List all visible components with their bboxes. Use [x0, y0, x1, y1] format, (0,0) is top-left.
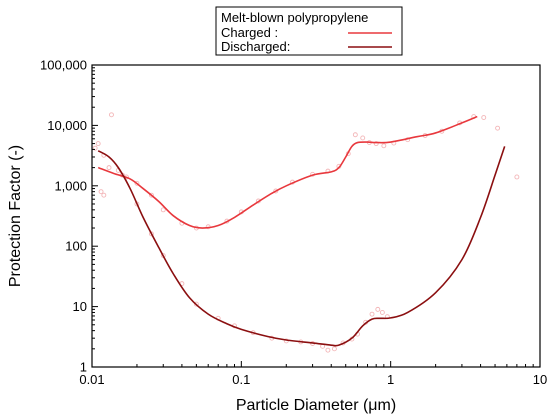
charged-scatter-point	[92, 145, 98, 151]
charged-scatter-point	[106, 165, 112, 171]
charged-scatter-point	[481, 115, 487, 120]
x-tick-label: 10	[533, 372, 547, 387]
discharged-series-line	[97, 146, 506, 347]
charged-scatter-point	[98, 189, 104, 195]
discharged-scatter-point	[379, 310, 385, 315]
charged-scatter-point	[95, 141, 101, 147]
discharged-scatter-point	[369, 311, 375, 317]
discharged-scatter-point	[148, 231, 154, 237]
charged-scatter-point	[134, 180, 140, 186]
discharged-scatter-point	[375, 306, 381, 312]
charged-scatter-point	[160, 207, 166, 213]
line-layer	[97, 115, 506, 347]
charged-scatter-point	[381, 143, 387, 149]
x-axis-title: Particle Diameter (μm)	[236, 397, 396, 414]
charged-scatter-point	[148, 192, 154, 198]
x-tick-label: 1	[387, 372, 394, 387]
charged-scatter-point	[101, 192, 107, 198]
y-tick-label: 100	[65, 239, 87, 254]
charged-series-line	[97, 115, 478, 229]
charged-scatter-point	[109, 112, 114, 118]
discharged-scatter-point	[325, 347, 331, 353]
charged-scatter-point	[352, 132, 358, 138]
y-tick-label: 10,000	[47, 118, 87, 133]
discharged-scatter-point	[193, 301, 199, 307]
discharged-scatter-point	[331, 346, 337, 352]
charged-scatter-point	[514, 174, 520, 180]
charged-scatter-point	[373, 141, 379, 147]
legend: Melt-blown polypropylene Charged : Disch…	[215, 6, 403, 56]
charged-scatter-point	[273, 188, 279, 194]
y-axis-title: Protection Factor (-)	[7, 145, 24, 287]
y-tick-label: 100,000	[40, 58, 87, 73]
x-axis: 0.01 0.1 1 10	[79, 361, 547, 387]
y-tick-label: 1	[80, 360, 87, 375]
y-axis: 1 10 100 1,000 10,000 100,000	[40, 58, 98, 375]
x-tick-label: 0.1	[232, 372, 250, 387]
scatter-layer	[92, 112, 520, 353]
legend-entry-discharged: Discharged:	[221, 39, 290, 54]
y-tick-label: 10	[73, 299, 87, 314]
charged-scatter-point	[360, 135, 366, 141]
plot-frame	[91, 64, 541, 368]
x-tick-label: 0.01	[79, 372, 104, 387]
charged-scatter-point	[495, 125, 501, 131]
y-tick-label: 1,000	[54, 178, 87, 193]
legend-title: Melt-blown polypropylene	[221, 10, 368, 25]
legend-entry-charged: Charged :	[221, 25, 278, 40]
